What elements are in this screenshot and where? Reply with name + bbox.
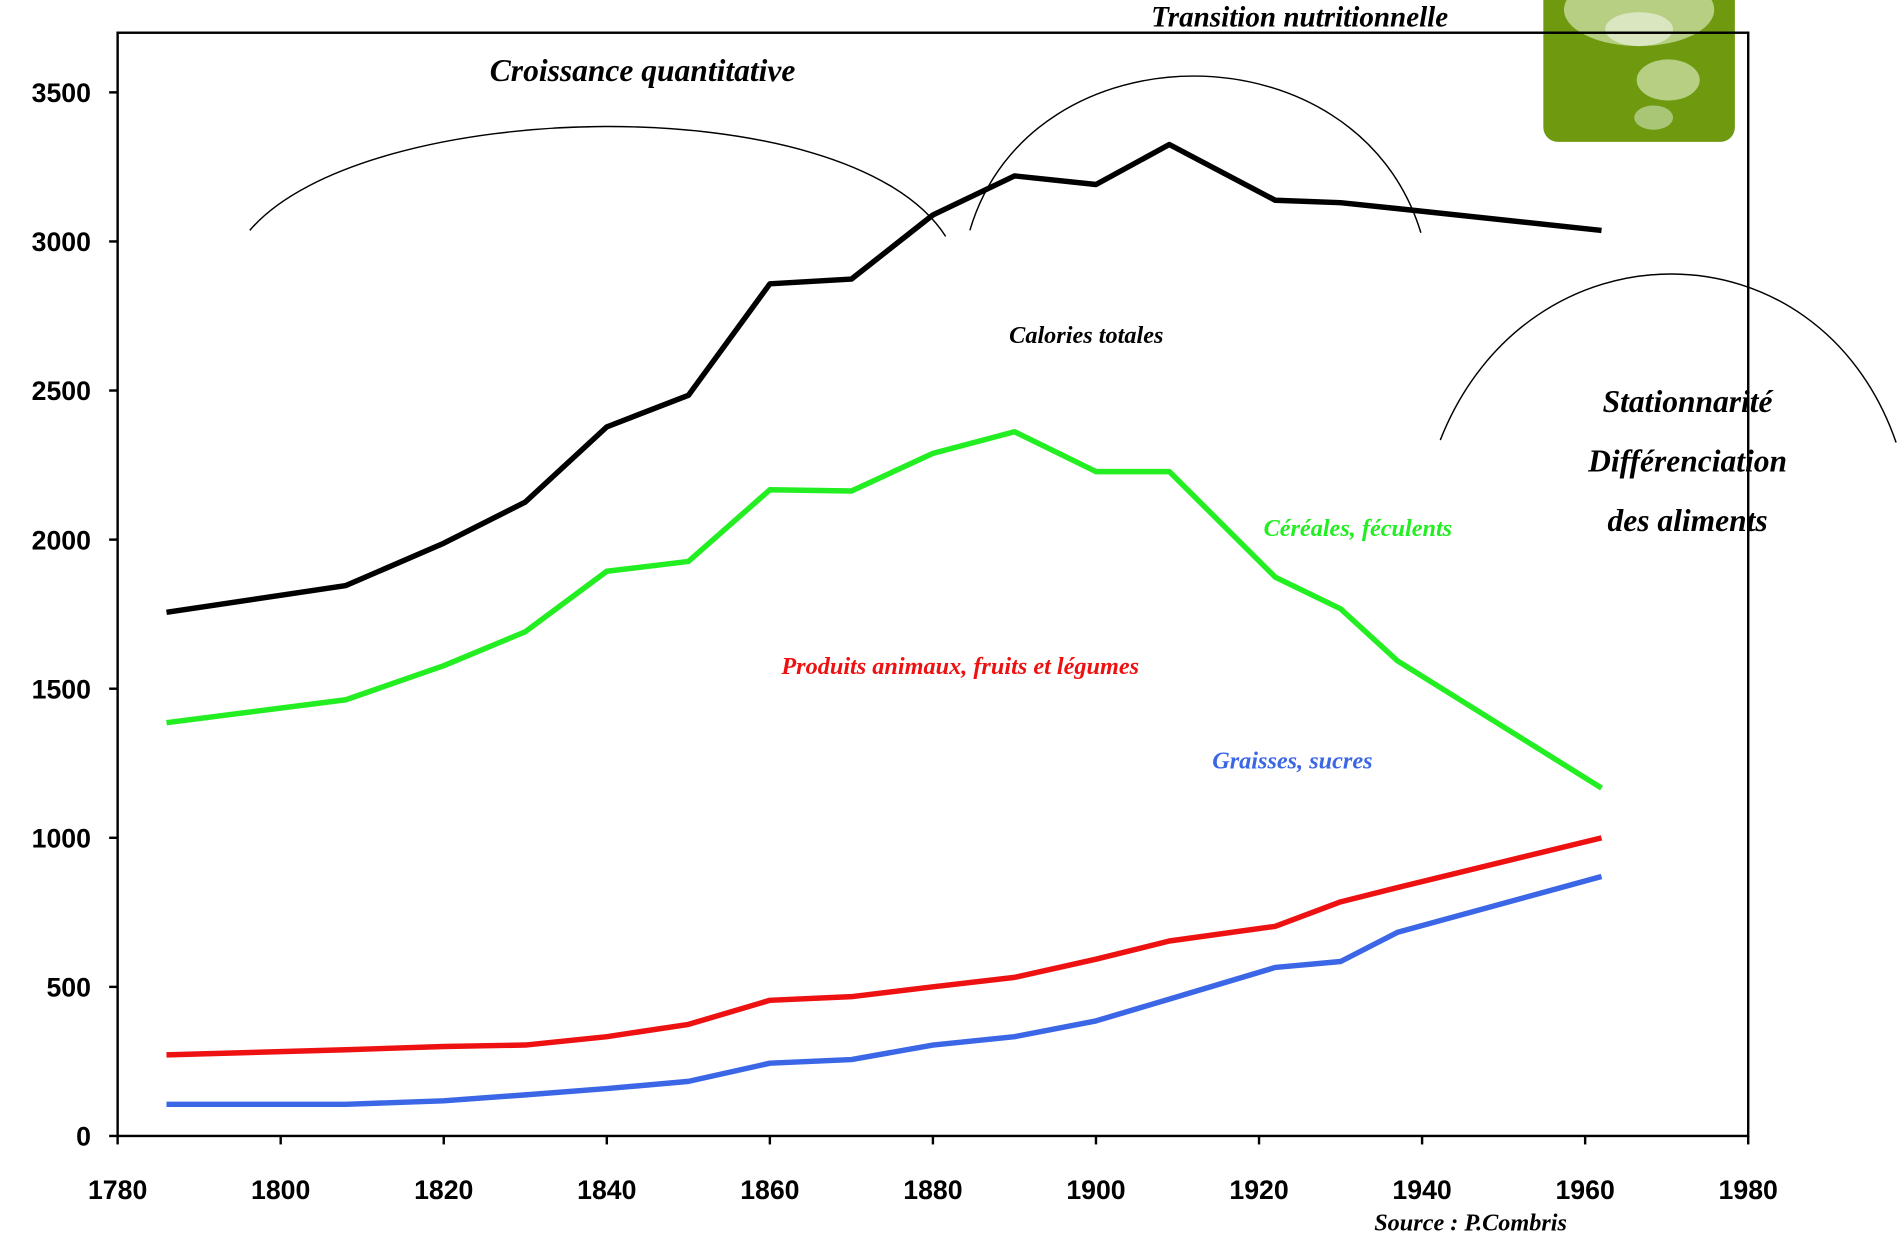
x-tick-label: 1880	[903, 1175, 962, 1205]
phase-arcs	[249, 75, 1897, 443]
x-tick-label: 1800	[251, 1175, 310, 1205]
y-tick-label: 2500	[32, 376, 91, 406]
x-tick-label: 1920	[1229, 1175, 1288, 1205]
y-tick-label: 1500	[32, 674, 91, 704]
x-tick-label: 1980	[1719, 1175, 1778, 1205]
y-tick-label: 1000	[32, 823, 91, 853]
series-label-text: Céréales, féculents	[1263, 515, 1453, 542]
series-label-text: Graisses, sucres	[1212, 748, 1373, 775]
annotation: Stationnarité	[1603, 384, 1774, 419]
x-tick-label: 1900	[1066, 1175, 1125, 1205]
x-tick-label: 1860	[740, 1175, 799, 1205]
x-tick-label: 1960	[1555, 1175, 1614, 1205]
y-tick-label: 0	[76, 1122, 91, 1152]
series-line	[166, 428, 1603, 791]
annotation: Croissance quantitative	[490, 53, 796, 88]
series-line	[166, 835, 1603, 1058]
annotation: Différenciation	[1587, 444, 1787, 479]
series-label-text: Calories totales	[1009, 322, 1164, 350]
annotation: Transition nutritionnelle	[1151, 2, 1448, 34]
y-tick-label: 3000	[32, 227, 91, 257]
annotation: des aliments	[1607, 503, 1767, 538]
series-line	[166, 873, 1603, 1108]
series-label-text: Produits animaux, fruits et légumes	[781, 653, 1140, 681]
series-line	[166, 141, 1602, 616]
y-tick-label: 500	[46, 973, 90, 1003]
x-tick-label: 1780	[88, 1175, 147, 1205]
y-tick-label: 3500	[32, 78, 91, 108]
series-label: Graisses, sucres	[1212, 748, 1373, 775]
logo	[1543, 0, 1735, 142]
x-tick-label: 1820	[414, 1175, 473, 1205]
x-tick-label: 1840	[577, 1175, 636, 1205]
series-label: Céréales, féculents	[1263, 515, 1453, 542]
source: Source : P.Combris	[1374, 1210, 1567, 1237]
series-label: Calories totales	[1009, 322, 1164, 350]
y-tick-label: 2000	[32, 525, 91, 555]
x-tick-label: 1940	[1392, 1175, 1451, 1205]
series-label: Produits animaux, fruits et légumes	[781, 653, 1140, 681]
